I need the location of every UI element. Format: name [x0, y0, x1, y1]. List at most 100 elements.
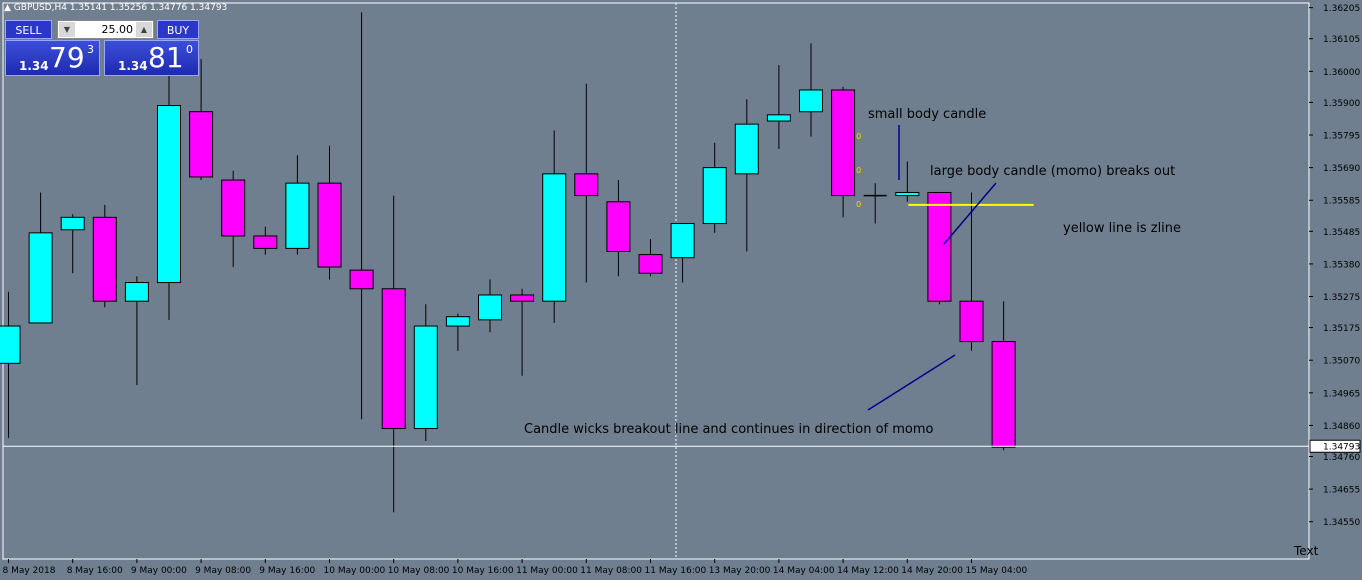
candle — [92, 204, 117, 308]
candle — [28, 192, 53, 324]
candle — [927, 191, 952, 305]
candle — [831, 86, 856, 218]
candle — [606, 180, 631, 277]
x-tick-label: 14 May 12:00 — [837, 566, 899, 576]
x-tick-label: 9 May 16:00 — [259, 566, 315, 576]
candle — [221, 170, 246, 268]
candle — [702, 142, 727, 233]
candle — [510, 288, 535, 376]
candle — [253, 226, 278, 255]
y-tick-label: 1.36205 — [1323, 4, 1360, 14]
candle-body — [381, 288, 406, 430]
x-tick-label: 13 May 20:00 — [709, 566, 771, 576]
candle-body — [927, 191, 952, 302]
x-tick-label: 14 May 20:00 — [901, 566, 963, 576]
plot-area — [2, 2, 1310, 560]
candle — [542, 130, 567, 323]
small-marker: 0 — [856, 132, 861, 141]
y-tick-label: 1.35485 — [1323, 228, 1360, 238]
candle — [959, 192, 984, 351]
sell-price-box[interactable]: 1.34 79 3 — [5, 40, 100, 76]
candle — [895, 161, 920, 202]
candle-body — [124, 282, 149, 302]
candle-body — [606, 201, 631, 252]
current-price-tag — [1309, 439, 1361, 453]
candle-body — [189, 111, 214, 178]
y-tick-label: 1.35795 — [1323, 132, 1360, 142]
x-tick-label: 11 May 00:00 — [516, 566, 578, 576]
y-tick-label: 1.35900 — [1323, 99, 1360, 109]
lot-size-value[interactable]: 25.00 — [101, 23, 134, 36]
candle — [734, 99, 759, 252]
x-tick-label: 10 May 00:00 — [324, 566, 386, 576]
candle-body — [253, 235, 278, 249]
buy-price-box[interactable]: 1.34 81 0 — [104, 40, 199, 76]
candle-body — [638, 254, 663, 274]
x-tick-label: 10 May 16:00 — [452, 566, 514, 576]
candle-body — [895, 191, 920, 197]
x-tick-label: 11 May 16:00 — [645, 566, 707, 576]
x-tick-label: 8 May 16:00 — [67, 566, 123, 576]
symbol-info: ▲ GBPUSD,H4 1.35141 1.35256 1.34776 1.34… — [4, 3, 228, 13]
x-tick-label: 9 May 00:00 — [131, 566, 187, 576]
annotation-text: large body candle (momo) breaks out — [930, 164, 1175, 179]
candle-body — [478, 294, 502, 321]
y-tick-label: 1.36000 — [1323, 68, 1360, 78]
buy-button[interactable]: BUY — [157, 20, 199, 39]
candle — [0, 291, 21, 438]
buy-price-big: 81 — [148, 41, 184, 74]
candle-body — [317, 182, 342, 268]
y-tick-label: 1.35275 — [1323, 293, 1360, 303]
candle — [349, 12, 374, 420]
candle — [124, 276, 149, 386]
annotation-text: Candle wicks breakout line and continues… — [524, 422, 934, 437]
candle-body — [991, 341, 1016, 448]
candle-body — [510, 294, 535, 302]
y-tick-label: 1.34860 — [1323, 422, 1360, 432]
small-marker: 0 — [856, 166, 861, 175]
candle-body — [959, 300, 984, 343]
candle — [478, 279, 502, 333]
x-tick-label: 14 May 04:00 — [773, 566, 835, 576]
lot-increase-icon[interactable]: ▲ — [136, 22, 152, 37]
candle-body — [574, 173, 599, 197]
annotation-text: small body candle — [868, 107, 986, 122]
candle-body — [670, 223, 695, 259]
candle — [766, 65, 791, 149]
candle — [638, 239, 663, 277]
sell-price-prefix: 1.34 — [19, 59, 49, 73]
candle — [670, 223, 695, 283]
annotation-line — [867, 354, 956, 411]
candle — [189, 58, 214, 181]
candle-body — [542, 173, 567, 302]
candle — [991, 301, 1016, 451]
lot-size-field[interactable]: ▼ 25.00 ▲ — [57, 20, 154, 39]
lot-decrease-icon[interactable]: ▼ — [59, 22, 75, 37]
one-click-trading-panel: SELL ▼ 25.00 ▲ BUY 1.34 79 3 1.34 81 0 — [5, 20, 199, 76]
candle-body — [734, 123, 759, 175]
candle-body — [413, 325, 438, 430]
y-tick-label: 1.35380 — [1323, 260, 1360, 270]
candle-body — [445, 316, 470, 327]
candle-body — [702, 167, 727, 225]
y-tick-label: 1.36105 — [1323, 35, 1360, 45]
y-tick-label: 1.35175 — [1323, 324, 1360, 334]
x-tick-label: 11 May 08:00 — [580, 566, 642, 576]
candle — [157, 62, 181, 320]
candle-body — [221, 179, 246, 237]
x-tick-label: 8 May 2018 — [3, 566, 56, 576]
candle-body — [285, 182, 310, 249]
sell-button[interactable]: SELL — [5, 20, 52, 39]
annotation-line — [943, 182, 997, 245]
y-tick-label: 1.35690 — [1323, 164, 1360, 174]
candle — [285, 155, 310, 255]
current-price-label: 1.34793 — [1323, 443, 1360, 453]
text-label: Text — [1294, 544, 1319, 558]
candle-body — [799, 89, 823, 113]
candle — [381, 195, 406, 513]
candle-body — [157, 105, 181, 284]
buy-price-sup: 0 — [186, 43, 193, 56]
candle — [413, 304, 438, 441]
